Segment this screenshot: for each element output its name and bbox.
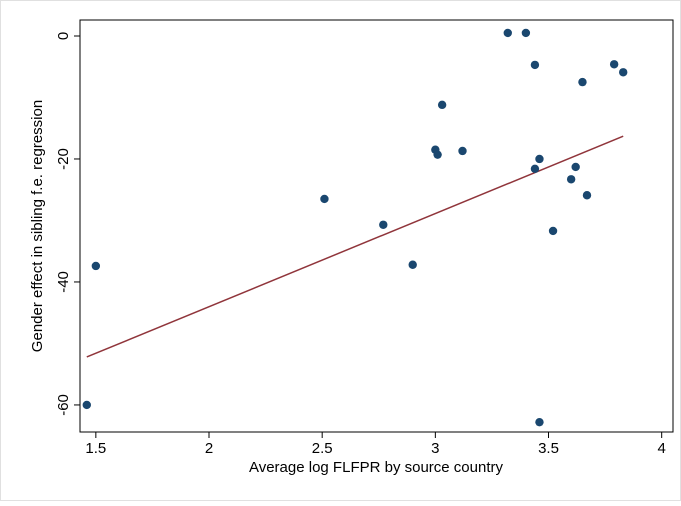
point	[379, 220, 388, 229]
x-axis-label: Average log FLFPR by source country	[249, 459, 504, 476]
point	[521, 28, 531, 38]
point	[458, 146, 467, 156]
fit-line	[86, 135, 624, 358]
x-tick-label: 2	[205, 440, 213, 457]
x-tick-label: 4	[658, 440, 666, 457]
point	[530, 164, 540, 174]
point	[582, 191, 592, 200]
point	[433, 150, 442, 159]
point	[609, 60, 619, 69]
x-tick-label: 3	[431, 440, 439, 457]
point	[548, 226, 558, 236]
x-tick-label: 2.5	[312, 440, 333, 457]
point	[408, 260, 417, 269]
y-axis-label: Gender effect in sibling f.e. regression	[29, 100, 46, 352]
x-tick-label: 3.5	[538, 440, 559, 457]
point	[530, 60, 540, 70]
plot-area	[79, 19, 674, 433]
point	[82, 400, 91, 410]
point	[535, 417, 544, 427]
point	[535, 154, 544, 164]
point	[578, 77, 587, 87]
point	[566, 175, 576, 184]
x-tick-label: 1.5	[85, 440, 106, 457]
point	[571, 162, 580, 172]
point	[503, 28, 512, 38]
y-tick-label: -20	[55, 148, 72, 170]
point	[619, 68, 628, 77]
y-tick-label: -60	[55, 394, 72, 416]
y-tick-label: -40	[55, 271, 72, 293]
point	[437, 100, 447, 110]
point	[320, 194, 329, 204]
point	[91, 261, 101, 271]
y-tick-label: 0	[55, 32, 72, 40]
